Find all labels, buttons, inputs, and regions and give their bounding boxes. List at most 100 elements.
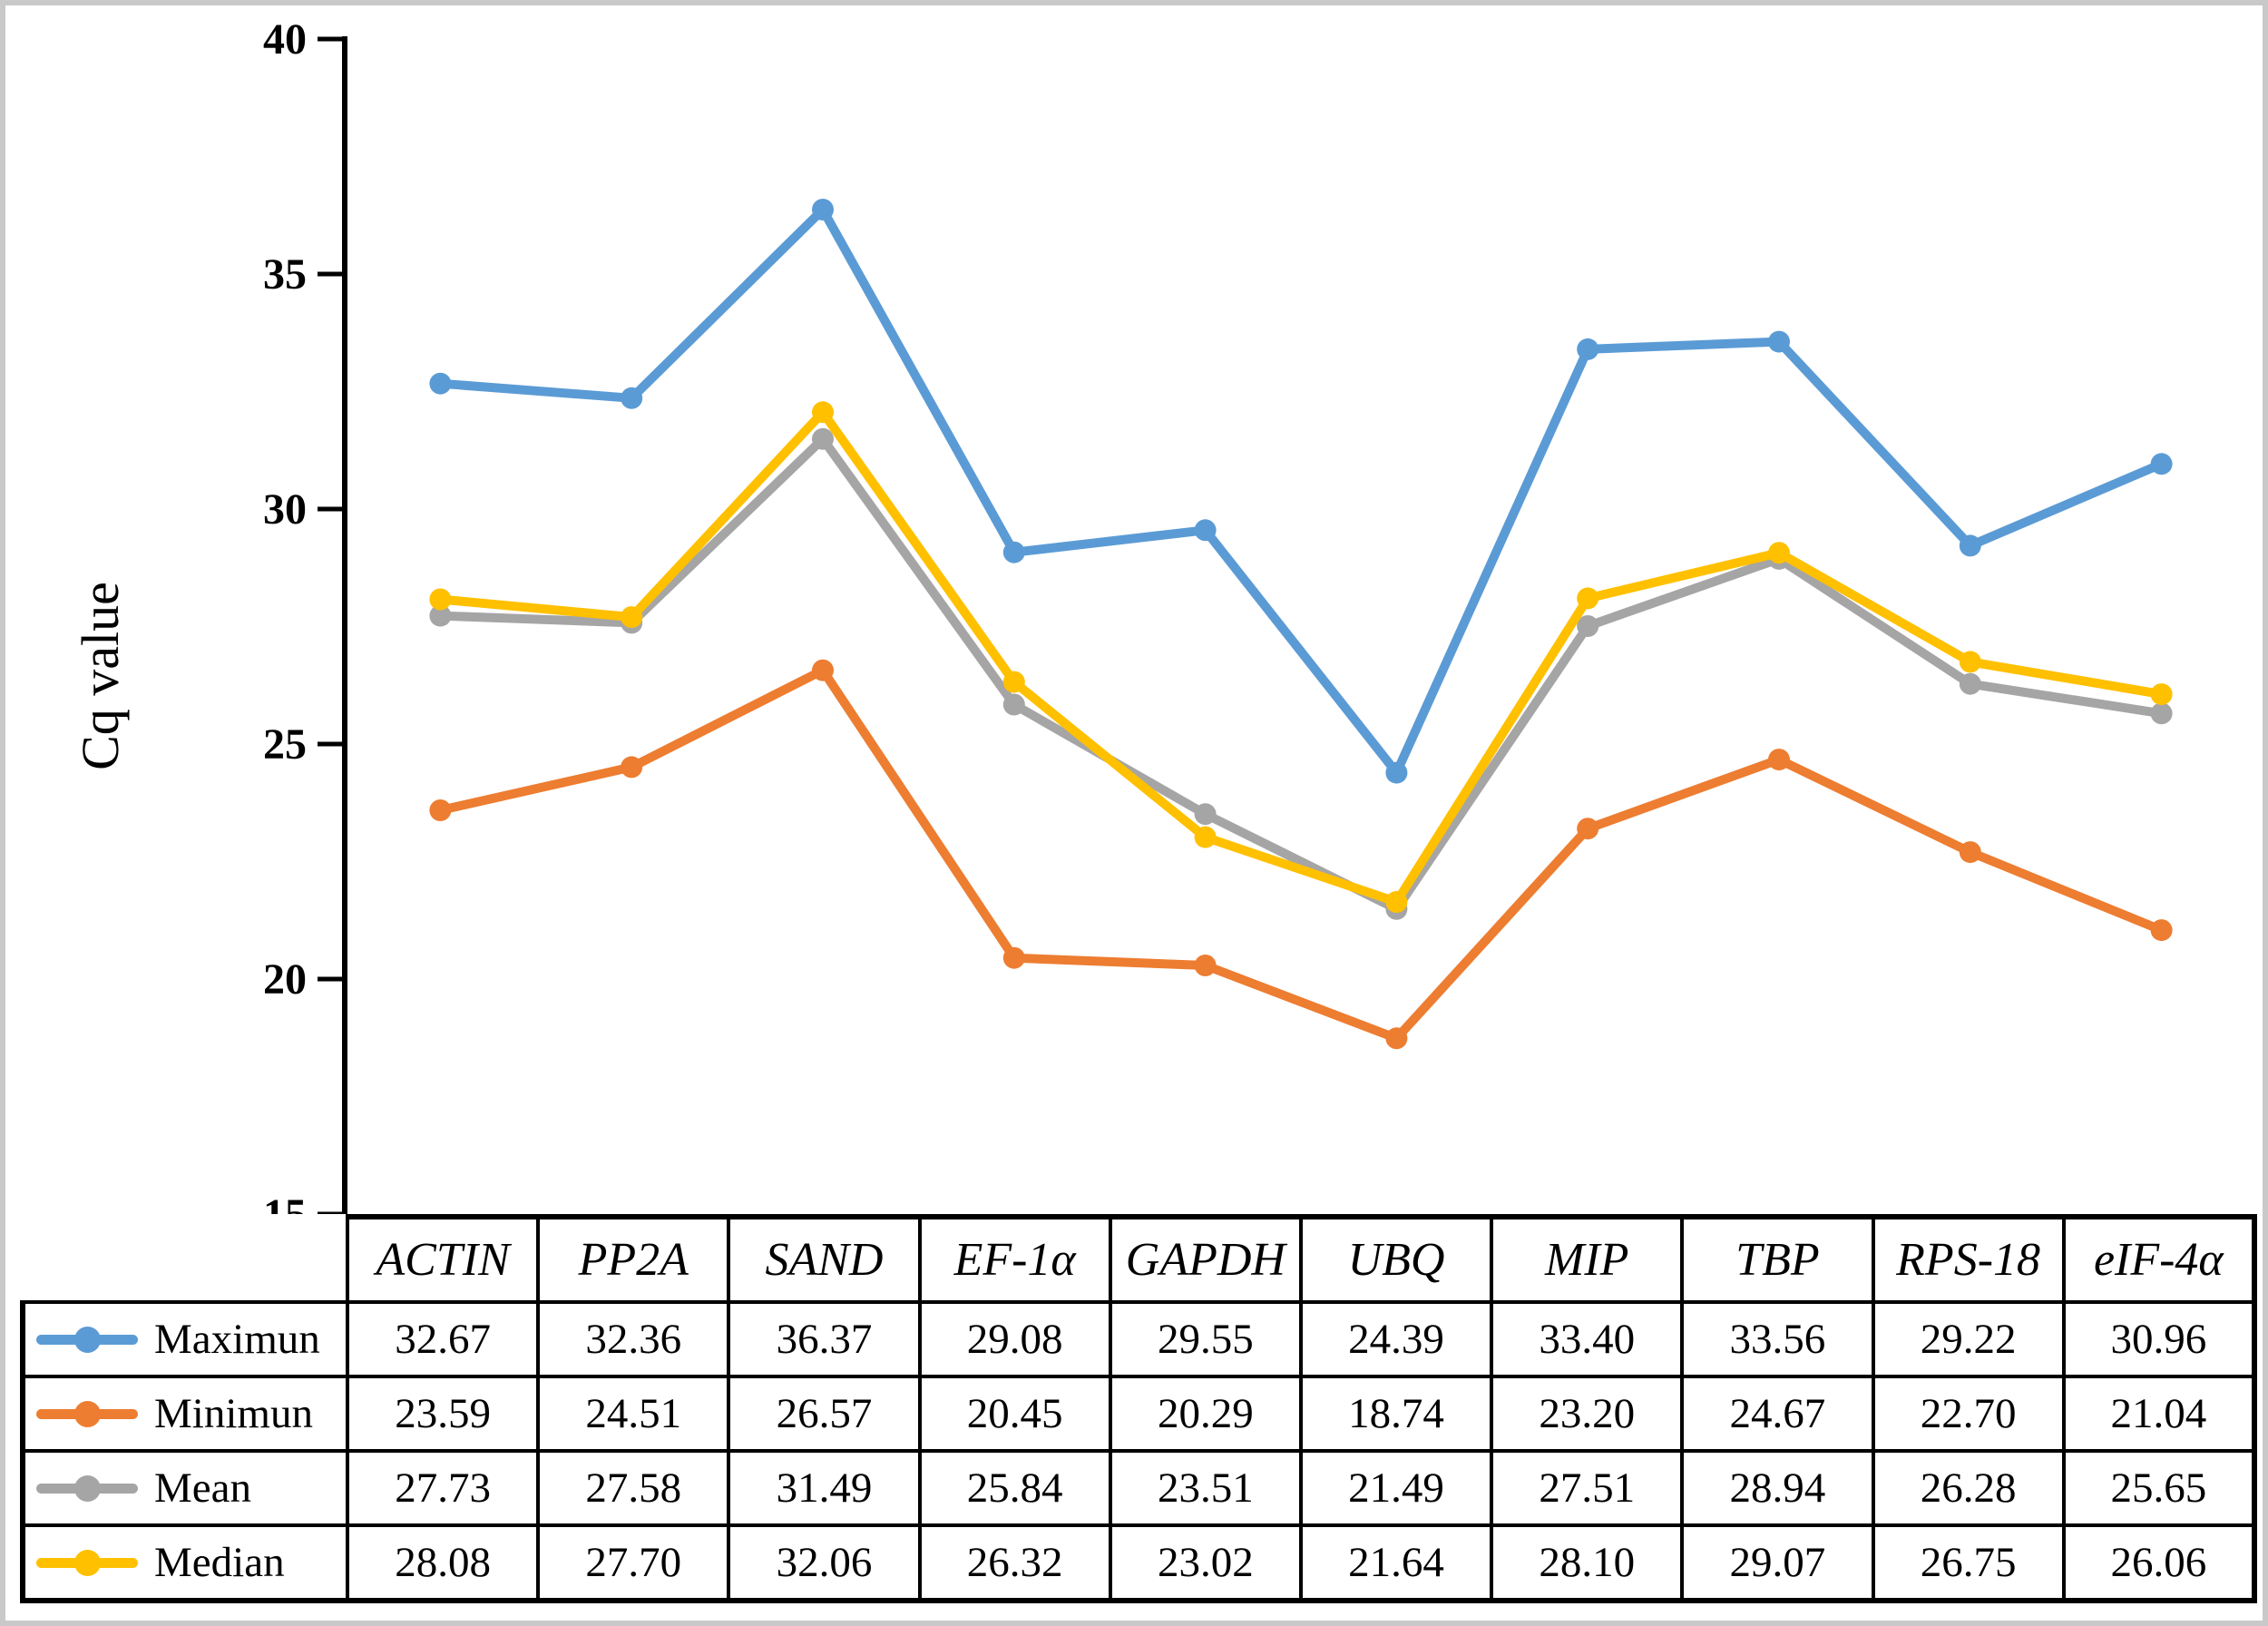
series-line-maximun (435, 205, 2166, 778)
cell-maximun-8: 29.22 (1871, 1300, 2066, 1378)
cell-median-1: 27.70 (536, 1523, 731, 1603)
cell-maximun-6: 33.40 (1490, 1300, 1685, 1378)
cell-median-3: 26.32 (917, 1523, 1112, 1603)
col-header-1: PP2A (536, 1214, 731, 1304)
row-label-cell-maximun: Maximun (20, 1300, 349, 1378)
series-line-minimun (435, 665, 2166, 1043)
cell-mean-1: 27.58 (536, 1449, 731, 1527)
cell-median-7: 29.07 (1680, 1523, 1875, 1603)
cell-median-4: 23.02 (1108, 1523, 1303, 1603)
data-point-minimun-4 (1194, 955, 1217, 976)
col-header-0: ACTIN (345, 1214, 541, 1304)
cell-mean-5: 21.49 (1298, 1449, 1494, 1527)
data-point-minimun-7 (1768, 749, 1790, 771)
cell-median-2: 32.06 (727, 1523, 922, 1603)
cell-minimun-2: 26.57 (727, 1375, 922, 1453)
legend-marker-dot (73, 1549, 101, 1576)
row-label-cell-median: Median (20, 1523, 349, 1603)
row-label-text: Median (154, 1539, 285, 1586)
cell-mean-6: 27.51 (1490, 1449, 1685, 1527)
col-header-6: MIP (1490, 1214, 1685, 1304)
data-point-maximun-8 (1959, 534, 1981, 557)
data-point-mean-6 (1577, 615, 1599, 637)
cell-minimun-0: 23.59 (345, 1375, 541, 1453)
data-point-median-5 (1385, 891, 1408, 913)
data-point-mean-2 (812, 427, 834, 450)
cell-median-9: 26.06 (2061, 1523, 2258, 1603)
data-point-mean-4 (1194, 803, 1217, 826)
data-point-maximun-2 (812, 199, 834, 220)
row-label-wrap: Mean (28, 1464, 344, 1513)
table-row-minimun: Minimun 23.59 24.51 26.57 20.45 20.29 18.74 23.… (20, 1375, 2258, 1453)
col-header-2: SAND (727, 1214, 922, 1304)
cell-mean-9: 25.65 (2061, 1449, 2258, 1527)
cell-maximun-4: 29.55 (1108, 1300, 1303, 1378)
cell-minimun-9: 21.04 (2061, 1375, 2258, 1453)
row-label-cell-mean: Mean (20, 1449, 349, 1527)
legend-marker-dot (73, 1474, 101, 1502)
data-point-median-7 (1768, 542, 1790, 564)
data-point-maximun-5 (1385, 761, 1408, 784)
data-point-minimun-5 (1385, 1027, 1408, 1050)
cell-maximun-9: 30.96 (2061, 1300, 2258, 1378)
cell-minimun-5: 18.74 (1298, 1375, 1494, 1453)
cell-minimun-3: 20.45 (917, 1375, 1112, 1453)
cell-maximun-3: 29.08 (917, 1300, 1112, 1378)
data-point-maximun-1 (621, 387, 643, 409)
series-line-mean (435, 434, 2166, 914)
y-tick-label: 20 (263, 955, 307, 1004)
cell-minimun-7: 24.67 (1680, 1375, 1875, 1453)
cell-mean-2: 31.49 (727, 1449, 922, 1527)
cell-median-0: 28.08 (345, 1523, 541, 1603)
data-point-minimun-1 (621, 756, 643, 779)
legend-marker-mean-icon (36, 1474, 138, 1503)
y-tick-label: 35 (263, 250, 307, 299)
data-point-median-8 (1959, 651, 1981, 673)
cell-mean-0: 27.73 (345, 1449, 541, 1527)
legend-marker-median-icon (36, 1548, 138, 1577)
series-group (429, 199, 2173, 1050)
data-point-minimun-0 (429, 799, 452, 821)
data-table-wrap: ACTIN PP2A SAND EF-1α GAPDH UBQ MIP TBP RPS-18 eI… (20, 1214, 2258, 1603)
table-corner-cell (23, 1217, 347, 1302)
data-point-maximun-0 (429, 372, 452, 395)
data-point-minimun-2 (812, 659, 834, 681)
col-header-3: EF-1α (917, 1214, 1112, 1304)
cell-minimun-6: 23.20 (1490, 1375, 1685, 1453)
legend-marker-dot (73, 1400, 101, 1427)
table-body: Maximun 32.67 32.36 36.37 29.08 29.55 24.39 33.… (20, 1300, 2258, 1603)
series-line-median (435, 407, 2166, 906)
row-label-wrap: Median (28, 1538, 344, 1587)
data-point-median-4 (1194, 826, 1217, 848)
row-label-cell-minimun: Minimun (20, 1375, 349, 1453)
data-point-mean-3 (1002, 693, 1025, 716)
col-header-4: GAPDH (1108, 1214, 1303, 1304)
row-label-text: Maximun (154, 1316, 320, 1363)
row-label-wrap: Maximun (28, 1315, 344, 1364)
data-point-median-1 (621, 606, 643, 629)
cell-minimun-8: 22.70 (1871, 1375, 2066, 1453)
row-label-text: Minimun (154, 1390, 313, 1437)
cell-mean-3: 25.84 (917, 1449, 1112, 1527)
cell-maximun-7: 33.56 (1680, 1300, 1875, 1378)
data-point-minimun-6 (1577, 818, 1599, 840)
data-point-minimun-9 (2150, 919, 2173, 942)
y-tick-label: 25 (263, 720, 307, 769)
cell-maximun-5: 24.39 (1298, 1300, 1494, 1378)
cell-mean-8: 26.28 (1871, 1449, 2066, 1527)
table-row-median: Median 28.08 27.70 32.06 26.32 23.02 21.64 28.1… (20, 1523, 2258, 1603)
col-header-8: RPS-18 (1871, 1214, 2066, 1304)
data-point-median-6 (1577, 587, 1599, 610)
data-point-mean-8 (1959, 672, 1981, 695)
col-header-9: eIF-4α (2061, 1214, 2258, 1304)
data-point-maximun-6 (1577, 338, 1599, 360)
data-point-median-0 (429, 588, 452, 611)
data-point-mean-9 (2150, 702, 2173, 725)
cell-maximun-2: 36.37 (727, 1300, 922, 1378)
data-point-minimun-8 (1959, 841, 1981, 864)
cell-maximun-1: 32.36 (536, 1300, 731, 1378)
data-point-median-3 (1002, 671, 1025, 693)
